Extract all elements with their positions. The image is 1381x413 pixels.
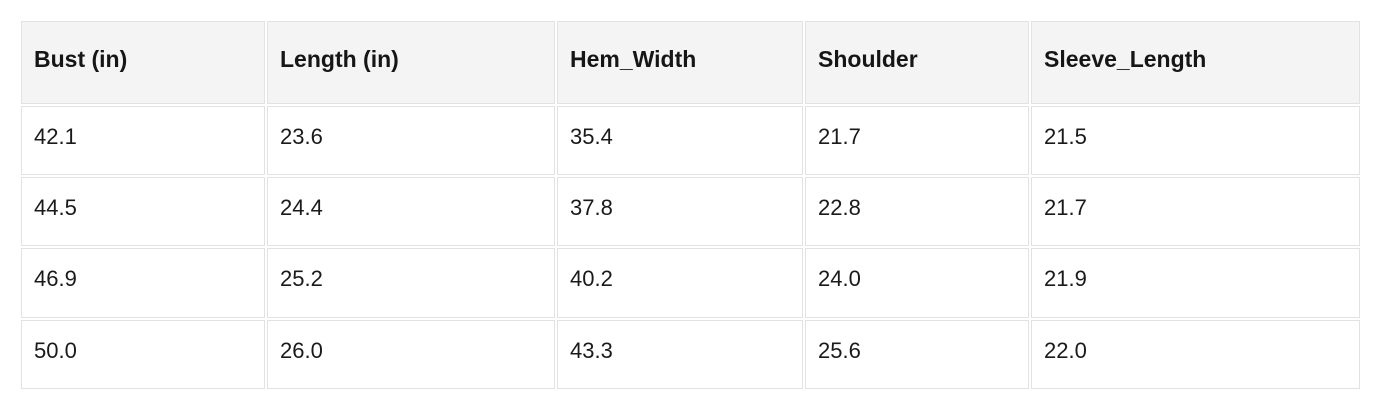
table-cell: 40.2 (557, 248, 803, 318)
table-cell: 21.7 (1031, 176, 1360, 247)
table-header-row: Bust (in) Length (in) Hem_Width Shoulder… (21, 21, 1360, 104)
table-row: 46.9 25.2 40.2 24.0 21.9 (21, 248, 1360, 318)
column-header-length: Length (in) (267, 21, 555, 104)
table-cell: 35.4 (557, 105, 803, 175)
table-row: 44.5 24.4 37.8 22.8 21.7 (21, 176, 1360, 247)
table-row: 50.0 26.0 43.3 25.6 22.0 (21, 319, 1360, 390)
table-cell: 24.0 (805, 248, 1029, 318)
table-cell: 37.8 (557, 176, 803, 247)
table-cell: 46.9 (21, 248, 265, 318)
column-header-bust: Bust (in) (21, 21, 265, 104)
table-cell: 26.0 (267, 319, 555, 390)
table-cell: 43.3 (557, 319, 803, 390)
table-cell: 25.2 (267, 248, 555, 318)
table-cell: 23.6 (267, 105, 555, 175)
table-cell: 44.5 (21, 176, 265, 247)
table-cell: 25.6 (805, 319, 1029, 390)
size-measurements-table: Bust (in) Length (in) Hem_Width Shoulder… (19, 19, 1362, 391)
column-header-shoulder: Shoulder (805, 21, 1029, 104)
table-cell: 50.0 (21, 319, 265, 390)
table-cell: 42.1 (21, 105, 265, 175)
table-cell: 21.7 (805, 105, 1029, 175)
table-row: 42.1 23.6 35.4 21.7 21.5 (21, 105, 1360, 175)
table-cell: 22.8 (805, 176, 1029, 247)
table-cell: 21.5 (1031, 105, 1360, 175)
table-cell: 21.9 (1031, 248, 1360, 318)
column-header-hem-width: Hem_Width (557, 21, 803, 104)
table-cell: 22.0 (1031, 319, 1360, 390)
table-cell: 24.4 (267, 176, 555, 247)
column-header-sleeve-length: Sleeve_Length (1031, 21, 1360, 104)
